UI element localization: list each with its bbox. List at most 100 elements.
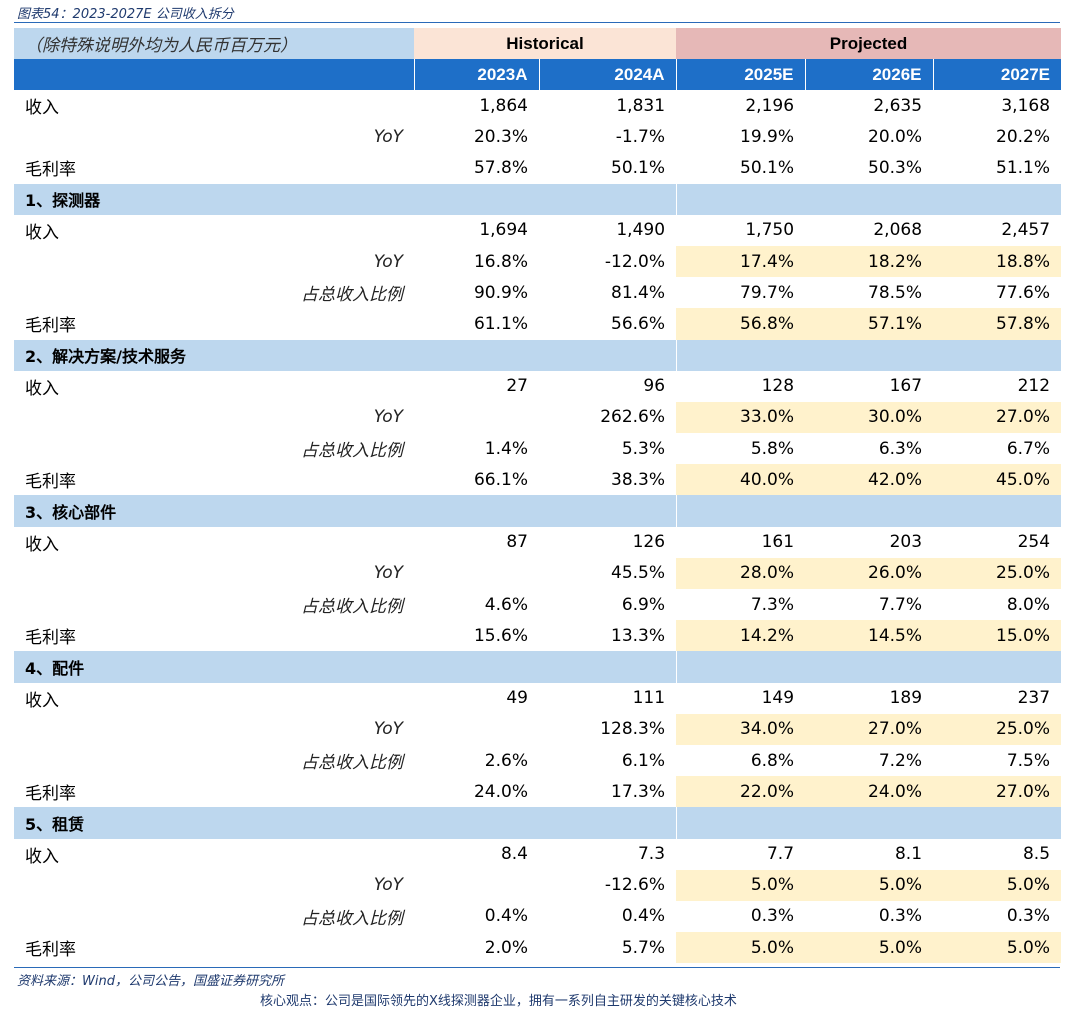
yoy-value: 20.3% xyxy=(473,126,528,147)
yoy-row: YoY -12.6% 5.0% 5.0% 5.0% xyxy=(14,869,1062,901)
margin-row: 毛利率 24.0% 17.3% 22.0% 24.0% 27.0% xyxy=(14,776,1062,808)
revenue-row: 收入 87 126 161 203 254 xyxy=(14,527,1061,558)
revenue-label: 收入 xyxy=(25,534,59,555)
revenue-row: 收入 1,864 1,831 2,196 2,635 3,168 xyxy=(14,90,1061,121)
margin-label: 毛利率 xyxy=(25,628,76,649)
year-header-blank xyxy=(14,59,414,90)
margin-row: 毛利率 57.8% 50.1% 50.1% 50.3% 51.1% xyxy=(14,152,1061,183)
margin-row: 毛利率 15.6% 13.3% 14.2% 14.5% 15.0% xyxy=(14,620,1062,652)
figure-title: 图表54：2023-2027E 公司收入拆分 xyxy=(17,7,234,22)
unit-label: （除特殊说明外均为人民币百万元） xyxy=(14,28,414,59)
revenue-value: 87 xyxy=(506,532,528,553)
margin-value: 40.0% xyxy=(676,464,806,496)
yoy-value: -12.6% xyxy=(604,875,666,896)
yoy-value: 20.0% xyxy=(868,126,923,147)
yoy-value: 25.0% xyxy=(933,713,1062,745)
margin-value: 2.0% xyxy=(484,937,528,958)
yoy-value: 5.0% xyxy=(676,869,806,901)
segment-header-row: 4、配件 xyxy=(14,651,1062,683)
revenue-value: 1,831 xyxy=(616,95,666,116)
revenue-value: 8.1 xyxy=(894,844,923,865)
yoy-value: 17.4% xyxy=(676,245,806,278)
share-value: 0.4% xyxy=(484,906,528,927)
yoy-row: YoY 16.8% -12.0% 17.4% 18.2% 18.8% xyxy=(14,245,1062,278)
year-header-2026E: 2026E xyxy=(804,59,934,90)
segment-header-cell xyxy=(805,651,934,683)
year-header-2027E: 2027E xyxy=(932,59,1062,90)
share-value: 79.7% xyxy=(740,282,795,303)
share-value: 6.9% xyxy=(621,594,666,615)
revenue-row: 收入 8.4 7.3 7.7 8.1 8.5 xyxy=(14,839,1061,870)
segment-name: 4、配件 xyxy=(14,651,414,683)
segment-header-cell xyxy=(414,183,539,215)
margin-value: 56.8% xyxy=(676,308,806,340)
segment-header-cell xyxy=(933,183,1062,215)
segment-header-cell xyxy=(539,183,677,215)
revenue-value: 111 xyxy=(632,688,666,709)
share-value: 78.5% xyxy=(868,282,923,303)
margin-value: 5.0% xyxy=(805,932,934,964)
segment-name: 1、探测器 xyxy=(14,183,414,215)
yoy-value: 19.9% xyxy=(740,126,795,147)
share-value: 0.3% xyxy=(750,906,795,927)
yoy-row: YoY 128.3% 34.0% 27.0% 25.0% xyxy=(14,713,1062,745)
revenue-label: 收入 xyxy=(25,690,59,711)
margin-value: 57.8% xyxy=(473,157,528,178)
historical-header: Historical xyxy=(414,28,677,59)
share-value: 0.3% xyxy=(878,906,923,927)
share-value: 7.2% xyxy=(878,750,923,771)
source-note: 资料来源：Wind，公司公告，国盛证券研究所 xyxy=(17,974,284,989)
margin-value: 50.3% xyxy=(868,157,923,178)
segment-header-cell xyxy=(414,495,539,527)
segment-header-cell xyxy=(539,495,677,527)
yoy-value: 18.8% xyxy=(933,245,1062,278)
revenue-value: 1,864 xyxy=(479,95,528,116)
margin-value: 56.6% xyxy=(611,313,666,334)
revenue-value: 254 xyxy=(1017,532,1051,553)
yoy-label: YoY xyxy=(373,407,403,428)
revenue-value: 212 xyxy=(1017,376,1051,397)
margin-value: 24.0% xyxy=(473,781,528,802)
revenue-value: 167 xyxy=(889,376,923,397)
segment-name: 3、核心部件 xyxy=(14,495,414,527)
share-value: 81.4% xyxy=(611,282,666,303)
yoy-value xyxy=(414,402,539,433)
revenue-value: 149 xyxy=(761,688,795,709)
revenue-value: 3,168 xyxy=(1001,95,1051,116)
segment-header-cell xyxy=(675,807,806,839)
group-header-row: （除特殊说明外均为人民币百万元） Historical Projected xyxy=(14,28,1062,59)
share-value: 77.6% xyxy=(996,282,1051,303)
share-value: 6.3% xyxy=(878,438,923,459)
segment-header-cell xyxy=(675,495,806,527)
yoy-value: 18.2% xyxy=(805,245,934,278)
margin-value: 27.0% xyxy=(933,776,1062,808)
segment-header-cell xyxy=(805,495,934,527)
revenue-value: 2,457 xyxy=(1001,220,1051,241)
revenue-value: 237 xyxy=(1017,688,1051,709)
revenue-value: 1,750 xyxy=(745,220,795,241)
segment-header-cell xyxy=(414,651,539,683)
margin-row: 毛利率 2.0% 5.7% 5.0% 5.0% 5.0% xyxy=(14,932,1062,964)
projected-header: Projected xyxy=(676,28,1062,59)
margin-value: 5.7% xyxy=(621,937,666,958)
revenue-value: 128 xyxy=(761,376,795,397)
segment-header-cell xyxy=(539,651,677,683)
yoy-value: 25.0% xyxy=(933,557,1062,589)
yoy-value: 20.2% xyxy=(996,126,1051,147)
segment-header-cell xyxy=(933,495,1062,527)
share-label: 占总收入比例 xyxy=(301,753,403,774)
revenue-value: 2,068 xyxy=(873,220,923,241)
margin-label: 毛利率 xyxy=(25,316,76,337)
yoy-label: YoY xyxy=(373,126,403,147)
share-value: 6.1% xyxy=(621,750,666,771)
margin-label: 毛利率 xyxy=(25,472,76,493)
share-row: 占总收入比例 90.9% 81.4% 79.7% 78.5% 77.6% xyxy=(14,277,1061,308)
segment-header-cell xyxy=(539,807,677,839)
margin-value: 15.0% xyxy=(933,620,1062,652)
share-label: 占总收入比例 xyxy=(301,597,403,618)
yoy-value: -1.7% xyxy=(615,126,666,147)
share-value: 4.6% xyxy=(484,594,528,615)
margin-value: 57.8% xyxy=(933,308,1062,340)
segment-header-cell xyxy=(675,339,806,371)
yoy-value: -12.0% xyxy=(604,251,666,272)
